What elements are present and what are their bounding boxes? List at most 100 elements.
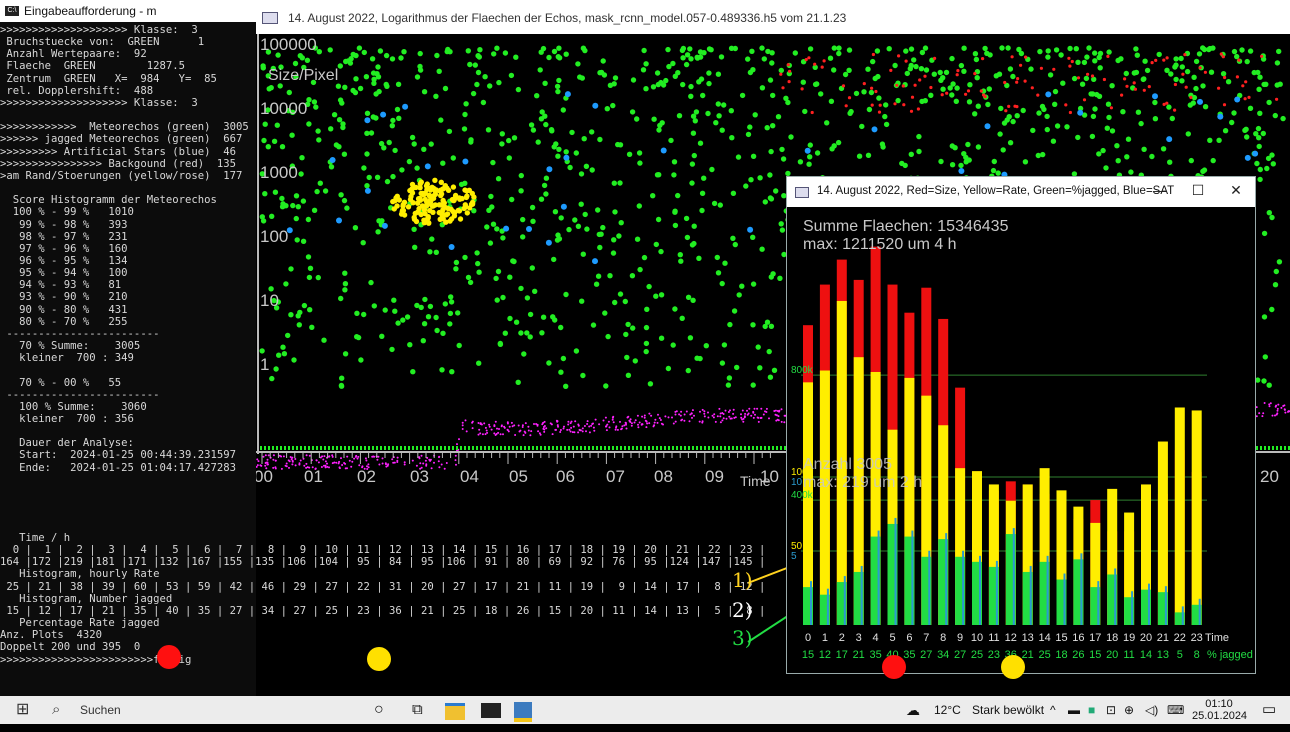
x-tick-label: 17: [1089, 632, 1101, 644]
scatter-point-green: [828, 56, 833, 61]
scatter-baseline-mark: [732, 446, 734, 450]
scatter-point-green: [769, 324, 774, 329]
scatter-point-green: [582, 136, 587, 141]
minimize-button[interactable]: —: [1145, 182, 1175, 202]
close-button[interactable]: ✕: [1221, 182, 1251, 202]
scatter-baseline-mark: [592, 446, 594, 450]
x-tick-label: 7: [923, 632, 929, 644]
jagged-percent-label: 21: [1022, 649, 1034, 661]
windows-start-icon[interactable]: ⊞: [16, 696, 29, 724]
tray-app-icon[interactable]: ▬: [1068, 696, 1080, 724]
scatter-point-magenta: [557, 426, 559, 428]
scatter-point-red: [982, 93, 985, 96]
scatter-point-green: [447, 49, 452, 54]
scatter-point-green: [282, 351, 287, 356]
scatter-point-green: [777, 276, 782, 281]
scatter-point-blue: [382, 223, 388, 229]
scatter-point-magenta: [382, 463, 384, 465]
scatter-point-green: [688, 56, 693, 61]
tray-green-icon[interactable]: ■: [1088, 696, 1095, 724]
scatter-baseline-mark: [1268, 446, 1270, 450]
scatter-point-red: [807, 56, 810, 59]
tray-icon[interactable]: ⊡: [1106, 696, 1116, 724]
notification-icon[interactable]: ▭: [1262, 696, 1276, 724]
scatter-point-green: [567, 165, 572, 170]
scatter-baseline-mark: [708, 446, 710, 450]
terminal-icon[interactable]: [481, 696, 503, 724]
scatter-point-green: [698, 141, 703, 146]
scatter-point-green: [463, 101, 468, 106]
scatter-baseline-mark: [684, 446, 686, 450]
maximize-button[interactable]: ☐: [1183, 182, 1213, 202]
scatter-point-blue: [1077, 110, 1083, 116]
language-icon[interactable]: ⌨: [1167, 696, 1184, 724]
x-tick-label: 06: [556, 467, 575, 486]
scatter-baseline-mark: [680, 446, 682, 450]
scatter-point-green: [731, 191, 736, 196]
search-input[interactable]: Suchen: [80, 696, 121, 724]
scatter-point-green: [684, 216, 689, 221]
x-tick-label: 2: [839, 632, 845, 644]
scatter-point-magenta: [294, 458, 296, 460]
scatter-point-magenta: [349, 460, 351, 462]
scatter-point-green: [954, 99, 959, 104]
scatter-point-green: [369, 130, 374, 135]
clock-date: 25.01.2024: [1192, 710, 1246, 722]
scatter-point-green: [861, 89, 866, 94]
scatter-point-green: [757, 365, 762, 370]
task-view-icon[interactable]: ⧉: [412, 696, 423, 724]
scatter-point-green: [321, 338, 326, 343]
chevron-up-icon[interactable]: ^: [1050, 696, 1056, 724]
scatter-point-green: [521, 351, 526, 356]
histogram-window[interactable]: 14. August 2022, Red=Size, Yellow=Rate, …: [786, 176, 1256, 674]
scatter-point-green: [746, 132, 751, 137]
histogram-title-bar[interactable]: 14. August 2022, Red=Size, Yellow=Rate, …: [787, 177, 1255, 207]
scatter-point-green: [630, 109, 635, 114]
weather-icon[interactable]: ☁: [906, 696, 920, 724]
scatter-point-green: [1124, 71, 1129, 76]
scatter-point-green: [476, 270, 481, 275]
scatter-point-green: [680, 82, 685, 87]
volume-icon[interactable]: ◁): [1145, 696, 1158, 724]
scatter-point-green: [443, 301, 448, 306]
scatter-point-red: [1236, 75, 1239, 78]
scatter-point-magenta: [691, 417, 693, 419]
scatter-point-green: [496, 269, 501, 274]
scatter-point-magenta: [634, 422, 636, 424]
scatter-point-green: [518, 286, 523, 291]
scatter-point-green: [1074, 46, 1079, 51]
scatter-point-green: [1126, 137, 1131, 142]
bar-sat: [945, 533, 947, 625]
weather-text[interactable]: Stark bewölkt: [972, 696, 1044, 724]
scatter-point-green: [447, 129, 452, 134]
scatter-point-magenta: [291, 457, 293, 459]
search-icon[interactable]: ⌕: [52, 696, 60, 724]
scatter-point-red: [1134, 88, 1137, 91]
scatter-point-green: [294, 193, 299, 198]
scatter-point-green: [471, 91, 476, 96]
weather-temp[interactable]: 12°C: [934, 696, 961, 724]
scatter-point-green: [911, 57, 916, 62]
network-icon[interactable]: ⊕: [1124, 696, 1134, 724]
scatter-point-green: [543, 191, 548, 196]
scatter-point-magenta: [606, 424, 608, 426]
scatter-point-green: [291, 357, 296, 362]
scatter-point-green: [916, 134, 921, 139]
scatter-point-green: [340, 125, 345, 130]
scatter-baseline-mark: [328, 446, 330, 450]
scatter-point-red: [1166, 56, 1169, 59]
plot-window-title-bar[interactable]: 14. August 2022, Logarithmus der Flaeche…: [256, 0, 1290, 34]
scatter-point-green: [873, 76, 878, 81]
scatter-point-green: [765, 320, 770, 325]
scatter-baseline-mark: [344, 446, 346, 450]
scatter-point-green: [518, 330, 523, 335]
scatter-point-green: [1141, 77, 1146, 82]
file-explorer-icon[interactable]: [445, 696, 467, 724]
scatter-point-magenta: [1261, 415, 1263, 417]
clock[interactable]: 01:10 25.01.2024: [1192, 698, 1246, 722]
scatter-point-red: [945, 92, 948, 95]
cortana-icon[interactable]: ○: [374, 696, 384, 724]
scatter-point-green: [421, 338, 426, 343]
scatter-point-magenta: [621, 425, 623, 427]
python-app-icon[interactable]: [514, 696, 536, 724]
